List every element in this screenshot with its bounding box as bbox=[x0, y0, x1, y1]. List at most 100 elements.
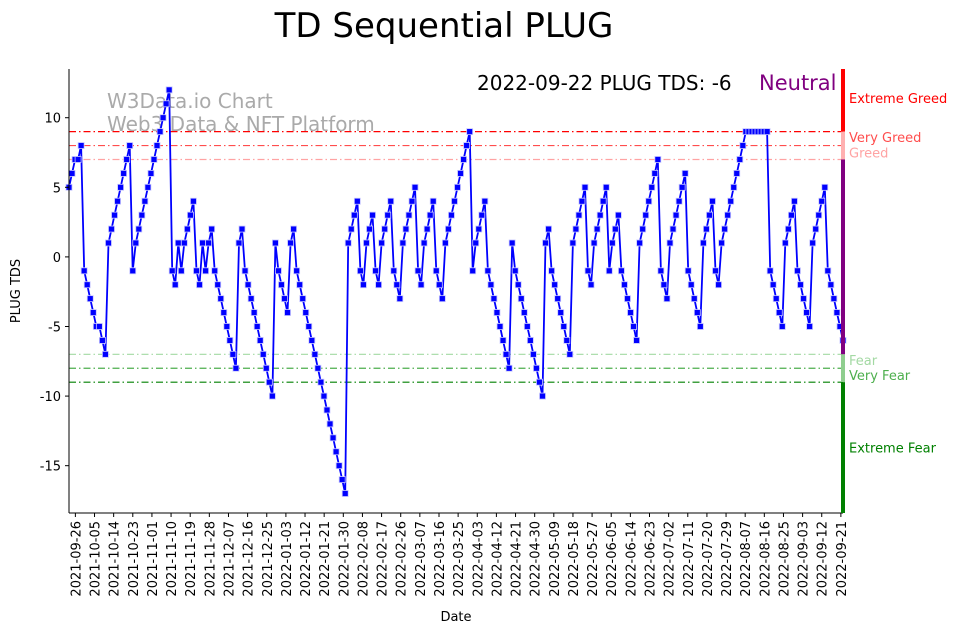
watermark-line-2: Web3 Data & NFT Platform bbox=[107, 112, 375, 136]
data-point bbox=[645, 197, 653, 205]
data-point bbox=[180, 239, 188, 247]
data-point bbox=[326, 420, 334, 428]
data-point bbox=[390, 267, 398, 275]
data-point bbox=[311, 350, 319, 358]
data-point bbox=[205, 239, 213, 247]
data-point bbox=[432, 267, 440, 275]
data-point bbox=[718, 239, 725, 247]
data-point bbox=[815, 211, 823, 219]
data-point bbox=[159, 114, 167, 122]
data-point bbox=[399, 239, 407, 247]
x-tick-label: 2022-07-29 bbox=[720, 521, 735, 597]
data-point bbox=[256, 337, 264, 344]
data-point bbox=[429, 197, 437, 205]
data-point bbox=[305, 323, 313, 330]
x-tick-label: 2021-10-23 bbox=[127, 521, 142, 597]
data-point bbox=[83, 281, 91, 289]
chart-title: TD Sequential PLUG bbox=[274, 6, 614, 46]
data-point bbox=[669, 225, 677, 233]
data-point bbox=[68, 169, 76, 177]
data-point bbox=[818, 197, 826, 205]
x-tick-label: 2021-10-05 bbox=[89, 521, 104, 597]
x-tick-label: 2022-07-11 bbox=[682, 521, 697, 597]
x-tick-label: 2022-05-18 bbox=[567, 521, 582, 597]
data-point bbox=[548, 267, 556, 275]
data-point bbox=[363, 239, 370, 247]
threshold-label: Very Greed bbox=[849, 131, 921, 146]
x-tick-label: 2022-01-12 bbox=[299, 521, 314, 597]
data-point bbox=[642, 211, 650, 219]
data-point bbox=[542, 239, 549, 247]
data-point bbox=[411, 183, 419, 191]
data-point bbox=[290, 225, 298, 233]
data-point bbox=[183, 225, 191, 233]
data-point bbox=[174, 239, 182, 247]
x-tick-label: 2022-03-07 bbox=[414, 521, 429, 597]
data-point bbox=[165, 86, 173, 94]
data-point bbox=[654, 156, 662, 163]
data-point bbox=[329, 434, 337, 442]
data-point bbox=[663, 295, 671, 303]
data-point bbox=[514, 281, 522, 289]
data-point bbox=[353, 197, 361, 205]
series-line bbox=[68, 89, 844, 494]
data-point bbox=[105, 239, 112, 247]
data-point bbox=[639, 225, 647, 233]
data-point bbox=[332, 448, 340, 456]
data-point bbox=[74, 156, 82, 163]
data-point bbox=[712, 267, 719, 275]
data-point bbox=[187, 211, 194, 219]
x-tick-label: 2022-01-03 bbox=[280, 521, 295, 597]
data-point bbox=[117, 183, 124, 191]
data-point bbox=[545, 225, 552, 233]
data-point bbox=[730, 183, 738, 191]
data-point bbox=[147, 169, 155, 177]
x-tick-label: 2022-03-16 bbox=[433, 521, 448, 597]
data-point bbox=[530, 350, 537, 358]
data-point bbox=[423, 225, 431, 233]
data-point bbox=[153, 142, 161, 149]
data-point bbox=[350, 211, 358, 219]
data-point bbox=[721, 225, 729, 233]
data-point bbox=[405, 211, 413, 219]
data-point bbox=[86, 295, 94, 303]
data-point bbox=[709, 197, 716, 205]
data-point bbox=[244, 281, 252, 289]
data-point bbox=[508, 239, 516, 247]
data-point bbox=[320, 392, 328, 400]
data-point bbox=[387, 197, 395, 205]
data-point bbox=[575, 211, 583, 219]
data-point bbox=[660, 281, 668, 289]
data-point bbox=[678, 183, 686, 191]
data-point bbox=[384, 211, 392, 219]
data-point bbox=[605, 267, 613, 275]
data-point bbox=[611, 225, 619, 233]
data-point bbox=[102, 350, 109, 358]
data-point bbox=[681, 169, 689, 177]
data-point bbox=[275, 267, 282, 275]
y-tick-label: 0 bbox=[53, 251, 61, 266]
data-point bbox=[314, 364, 322, 372]
data-point bbox=[150, 156, 158, 163]
data-point bbox=[602, 183, 610, 191]
data-point bbox=[77, 142, 85, 149]
status-bar-segment bbox=[841, 159, 845, 355]
data-point bbox=[827, 281, 835, 289]
data-point bbox=[457, 169, 464, 177]
data-point bbox=[618, 267, 625, 275]
data-point bbox=[396, 295, 404, 303]
threshold-label: Extreme Greed bbox=[849, 92, 947, 107]
x-tick-label: 2022-04-03 bbox=[471, 521, 486, 597]
data-point bbox=[593, 225, 601, 233]
x-tick-label: 2021-10-14 bbox=[108, 521, 123, 597]
data-point bbox=[499, 337, 507, 344]
data-point bbox=[132, 239, 140, 247]
data-point bbox=[766, 267, 774, 275]
data-point bbox=[141, 197, 149, 205]
data-point bbox=[229, 350, 237, 358]
x-tick-label: 2022-08-25 bbox=[777, 521, 792, 597]
data-point bbox=[554, 295, 562, 303]
data-point bbox=[138, 211, 146, 219]
data-point bbox=[584, 267, 592, 275]
x-tick-label: 2022-01-30 bbox=[337, 521, 352, 597]
